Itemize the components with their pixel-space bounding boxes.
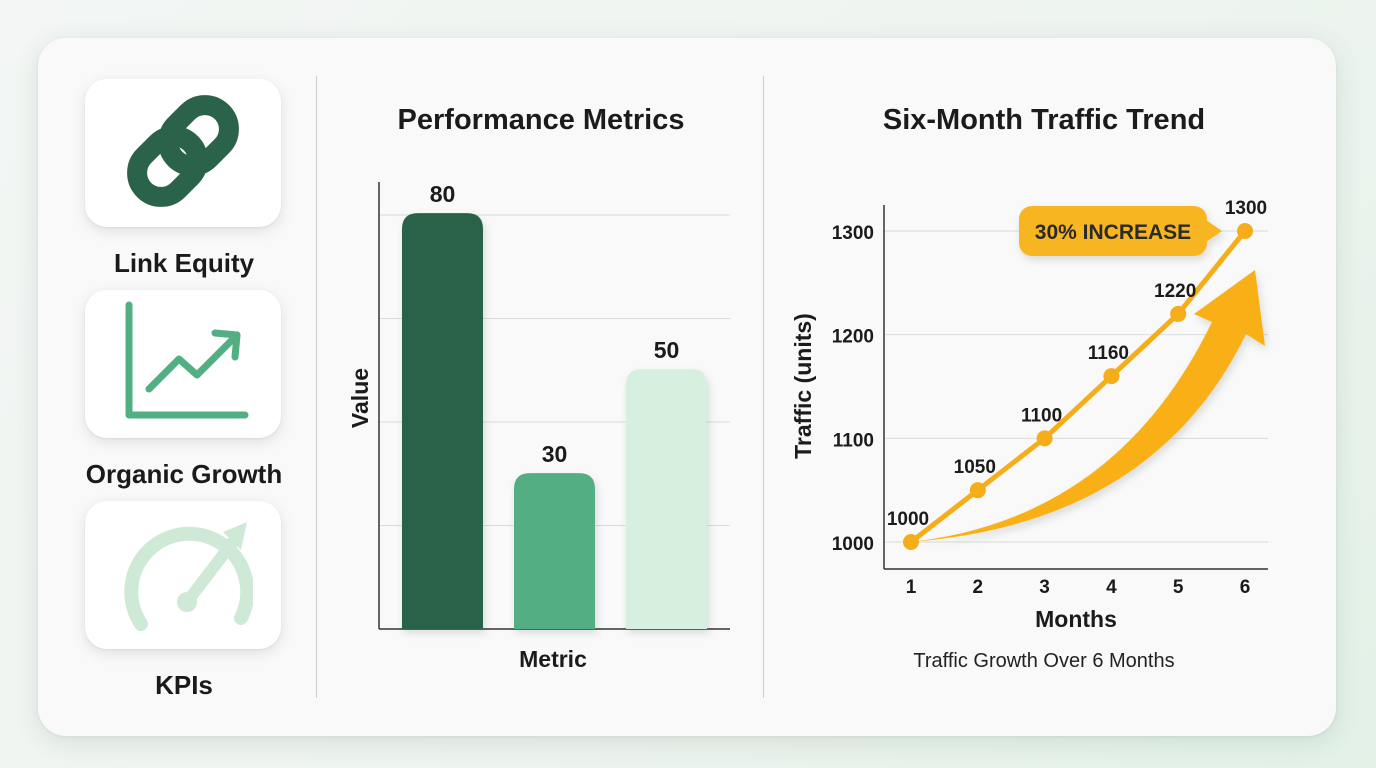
data-point-label: 1300 <box>1225 198 1267 219</box>
feature-kpis: KPIs <box>85 501 283 701</box>
data-point-label: 1160 <box>1088 343 1129 364</box>
increase-badge <box>1019 206 1222 256</box>
x-tick-label: 4 <box>1106 577 1117 598</box>
data-point-label: 1100 <box>1021 405 1062 426</box>
bar-value-label: 30 <box>542 441 568 467</box>
bar <box>626 369 707 629</box>
line-chart-caption: Traffic Growth Over 6 Months <box>913 650 1175 672</box>
growth-chart-icon <box>113 297 253 432</box>
data-point <box>1103 368 1120 385</box>
data-point <box>903 534 919 550</box>
gauge-icon <box>113 508 255 643</box>
feature-label: KPIs <box>155 670 213 700</box>
feature-label: Link Equity <box>113 248 255 278</box>
x-tick-label: 6 <box>1240 577 1251 598</box>
x-tick-label: 2 <box>973 577 984 598</box>
trend-arrow-icon <box>912 270 1265 542</box>
bar-y-label: Value <box>347 368 373 428</box>
line-x-label: Months <box>1035 606 1117 632</box>
bar <box>402 213 483 630</box>
feature-tile <box>85 290 281 438</box>
data-point-label: 1000 <box>887 509 929 530</box>
bar <box>514 473 595 629</box>
increase-badge-label: 30% INCREASE <box>1035 221 1191 244</box>
data-point-label: 1220 <box>1154 281 1196 302</box>
bar-value-label: 80 <box>430 181 456 207</box>
y-tick-label: 1300 <box>832 223 874 244</box>
divider-left <box>316 76 317 698</box>
data-point-label: 1050 <box>954 457 996 478</box>
data-point <box>1170 305 1187 322</box>
line-marks: 1000 1050 1100 1160 1220 1300 <box>887 198 1267 550</box>
traffic-line <box>908 228 1248 545</box>
bar-value-label: 50 <box>654 337 680 363</box>
divider-right <box>763 76 764 698</box>
bar-chart: 80 30 50 Value Metric <box>347 181 730 672</box>
data-point <box>1237 223 1253 239</box>
feature-label: Organic Growth <box>85 459 283 489</box>
link-icon <box>113 81 253 226</box>
line-y-label: Traffic (units) <box>790 313 816 459</box>
y-tick-label: 1000 <box>832 534 874 555</box>
bar-x-label: Metric <box>519 646 587 672</box>
feature-link-equity: Link Equity <box>85 79 283 279</box>
feature-tile <box>85 79 281 227</box>
data-point <box>1036 430 1053 447</box>
feature-tile <box>85 501 281 649</box>
feature-organic-growth: Organic Growth <box>85 290 283 490</box>
data-point <box>969 482 986 499</box>
x-tick-label: 5 <box>1173 577 1184 598</box>
bar-marks: 80 30 50 <box>402 181 707 630</box>
y-tick-label: 1100 <box>833 430 874 451</box>
bar-chart-title: Performance Metrics <box>397 104 685 136</box>
y-tick-label: 1200 <box>832 327 874 348</box>
x-tick-label: 1 <box>906 577 917 598</box>
x-tick-label: 3 <box>1039 577 1050 598</box>
line-chart-title: Six-Month Traffic Trend <box>882 104 1206 136</box>
